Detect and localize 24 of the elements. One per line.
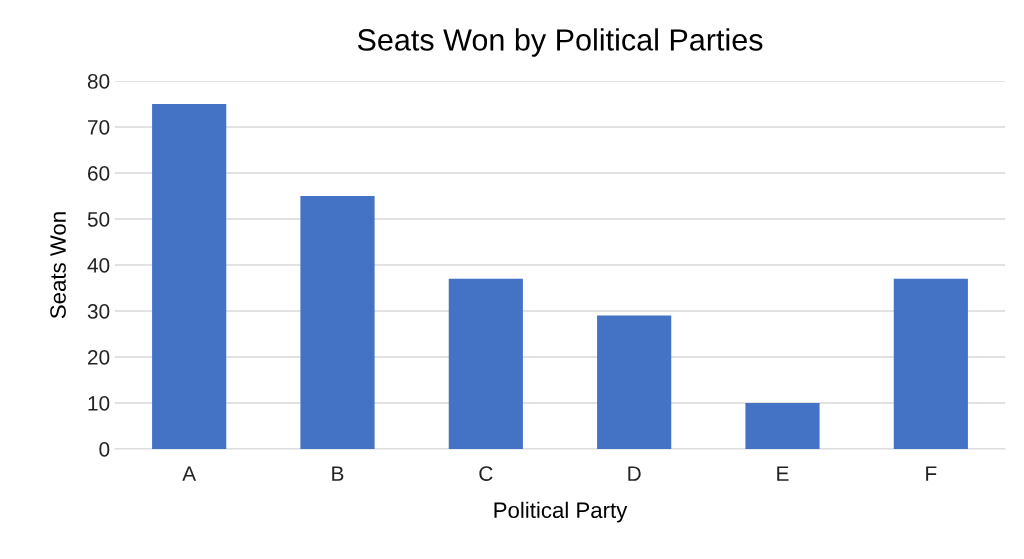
x-tick-label: F [926,466,937,481]
bar [597,315,672,449]
y-tick-label: 40 [87,258,110,273]
bar [300,196,375,449]
x-tick-label: A [182,466,197,481]
x-tick-label: C [479,466,493,481]
x-tick-label: E [777,466,789,481]
y-tick-label: 30 [87,304,110,319]
bar [745,403,820,449]
y-tick-label: 80 [87,74,110,89]
y-axis-title: Seats Won [50,212,66,319]
bar [152,104,227,449]
x-tick-label: D [628,466,641,481]
y-tick-label: 70 [88,120,110,135]
chart-title: Seats Won by Political Parties [357,28,763,57]
bar [448,278,523,449]
y-tick-label: 10 [88,396,110,411]
y-tick-label: 50 [87,212,110,227]
x-axis-title: Political Party [494,501,628,523]
x-tick-label: B [332,466,344,481]
y-tick-label: 20 [88,350,110,365]
y-tick-label: 60 [88,166,110,181]
bar [893,278,968,449]
y-tick-label: 0 [99,442,110,457]
